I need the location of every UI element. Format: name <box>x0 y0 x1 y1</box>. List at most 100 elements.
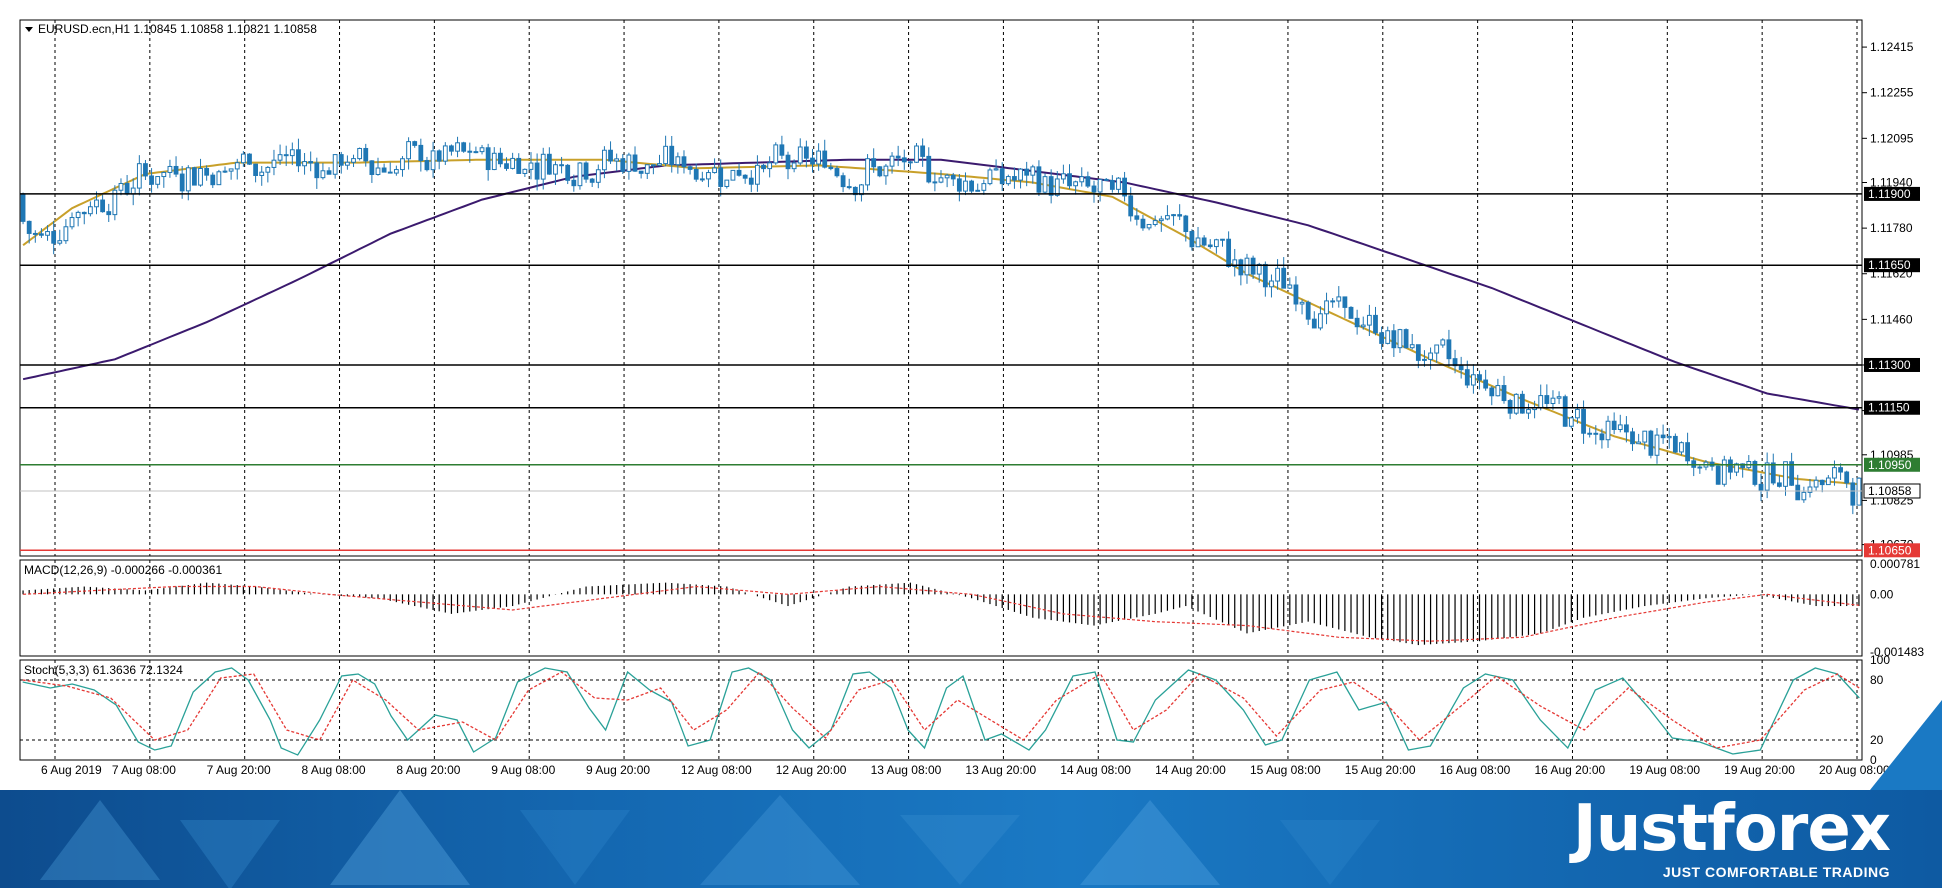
candle-body <box>473 151 479 154</box>
candle-body <box>546 153 552 175</box>
y-tick-label: 1.12415 <box>1870 40 1914 54</box>
candle-body <box>1024 168 1030 176</box>
candle-body <box>1336 296 1342 302</box>
candle-body <box>901 157 907 163</box>
candle-body <box>1403 329 1409 349</box>
candle-body <box>234 162 240 170</box>
x-tick-label: 12 Aug 20:00 <box>776 763 847 777</box>
candle-body <box>1464 369 1470 386</box>
candle-body <box>1660 434 1666 439</box>
candle-body <box>1575 408 1580 419</box>
candle-body <box>1642 430 1648 443</box>
candle-body <box>45 231 50 236</box>
stoch-main-line <box>22 667 1860 756</box>
candle-body <box>351 158 356 163</box>
candle-body <box>1085 176 1091 187</box>
candle-body <box>320 170 326 179</box>
candle-body <box>143 163 148 177</box>
candle-body <box>424 160 430 171</box>
candle-body <box>1397 329 1403 349</box>
candle-body <box>877 166 883 177</box>
candle-body <box>485 147 491 171</box>
candle-body <box>467 150 473 153</box>
candle-body <box>540 153 546 180</box>
candle-body <box>1697 466 1703 469</box>
candle-body <box>1783 461 1788 487</box>
candle-body <box>1501 385 1507 402</box>
candle-body <box>1483 379 1489 389</box>
candle-body <box>81 211 87 215</box>
candle-body <box>1495 385 1501 397</box>
brand-footer: Justforex JUST COMFORTABLE TRADING <box>0 790 1942 888</box>
x-tick-label: 15 Aug 20:00 <box>1345 763 1416 777</box>
candle-body <box>589 178 595 183</box>
candle-body <box>1060 173 1066 180</box>
candle-body <box>595 169 601 183</box>
candle-body <box>1636 441 1642 445</box>
candle-body <box>920 145 926 157</box>
candle-body <box>167 165 173 173</box>
candle-body <box>1287 284 1293 289</box>
candle-body <box>1109 179 1115 190</box>
macd-tick-label: 0.00 <box>1870 587 1894 601</box>
candle-body <box>314 162 320 179</box>
candle-body <box>124 182 130 195</box>
candle-body <box>644 164 650 174</box>
y-tick-label: 1.11780 <box>1870 221 1913 235</box>
candle-body <box>1385 330 1391 344</box>
candle-body <box>1220 238 1225 241</box>
candle-body <box>1801 491 1807 501</box>
brand-name: Justforex <box>1572 792 1891 866</box>
candle-body <box>1195 237 1201 248</box>
candle-body <box>308 161 314 164</box>
candle-body <box>1440 339 1446 346</box>
candle-body <box>889 155 895 167</box>
candle-body <box>1526 409 1531 414</box>
candle-body <box>106 211 112 216</box>
candle-body <box>1146 223 1152 229</box>
candle-body <box>1740 463 1746 469</box>
candle-body <box>767 162 773 170</box>
candle-body <box>528 162 534 170</box>
candle-body <box>210 174 216 186</box>
candle-body <box>1091 185 1097 193</box>
candle-body <box>222 170 228 173</box>
x-tick-label: 19 Aug 20:00 <box>1724 763 1795 777</box>
candle-body <box>516 157 522 174</box>
candle-body <box>614 158 620 162</box>
candle-body <box>198 168 203 186</box>
candle-body <box>1379 332 1385 344</box>
macd-signal-line <box>23 585 1859 642</box>
candle-body <box>1770 462 1776 484</box>
candle-body <box>1360 324 1366 328</box>
candle-body <box>1581 408 1586 434</box>
candle-body <box>504 163 509 169</box>
candle-body <box>118 182 124 191</box>
candle-body <box>381 167 387 173</box>
candle-body <box>1654 434 1660 456</box>
price-level-tag <box>1864 400 1920 415</box>
y-tick-label: 1.11460 <box>1870 312 1913 326</box>
stoch-tick-label: 0 <box>1870 753 1877 767</box>
candle-body <box>1244 257 1250 276</box>
brand-tagline: JUST COMFORTABLE TRADING <box>1662 864 1890 880</box>
candle-body <box>779 144 785 156</box>
candle-body <box>583 162 589 180</box>
candle-body <box>755 164 760 185</box>
candle-body <box>247 153 252 165</box>
candle-body <box>1152 220 1158 225</box>
candle-body <box>803 146 809 159</box>
x-tick-label: 12 Aug 08:00 <box>681 763 752 777</box>
candle-body <box>1446 339 1452 360</box>
candle-body <box>296 149 301 167</box>
candle-body <box>1550 397 1556 405</box>
candle-body <box>681 156 687 168</box>
candle-body <box>981 183 987 191</box>
candle-body <box>810 157 815 165</box>
candle-body <box>406 141 411 160</box>
candle-body <box>632 154 638 172</box>
candle-body <box>620 158 626 172</box>
candle-body <box>94 199 99 208</box>
candle-body <box>1844 471 1850 484</box>
candle-body <box>375 167 381 175</box>
